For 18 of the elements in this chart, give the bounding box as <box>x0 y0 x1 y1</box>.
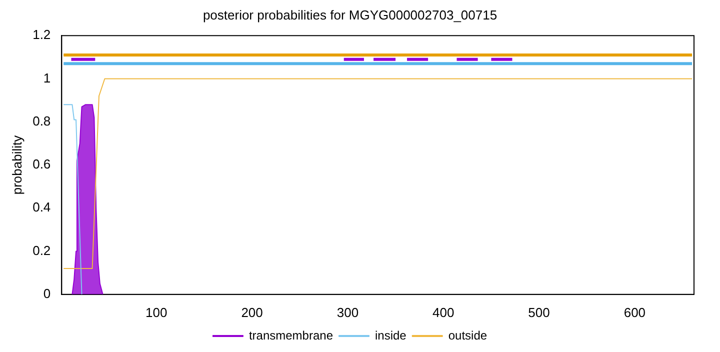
legend-label: outside <box>448 328 488 342</box>
y-axis-title: probability <box>9 134 24 195</box>
y-tick-label: 1.2 <box>32 27 51 42</box>
y-tick-label: 0.6 <box>32 156 51 172</box>
x-tick-label: 100 <box>146 304 168 320</box>
x-tick-label: 400 <box>432 304 454 320</box>
y-tick-label: 0.8 <box>32 113 51 128</box>
x-tick-label: 500 <box>528 304 550 320</box>
x-tick-label: 600 <box>624 304 646 320</box>
y-tick-label: 0.4 <box>32 200 51 215</box>
legend-label: transmembrane <box>248 328 334 342</box>
x-tick-label: 200 <box>241 304 263 320</box>
x-tick-label: 300 <box>336 304 359 320</box>
chart-title: posterior probabilities for MGYG000002703_00715 <box>202 7 498 22</box>
y-tick-label: 1 <box>43 70 51 86</box>
y-tick-label: 0.2 <box>32 242 51 258</box>
legend-label: inside <box>374 328 407 342</box>
y-tick-label: 0 <box>43 286 51 301</box>
